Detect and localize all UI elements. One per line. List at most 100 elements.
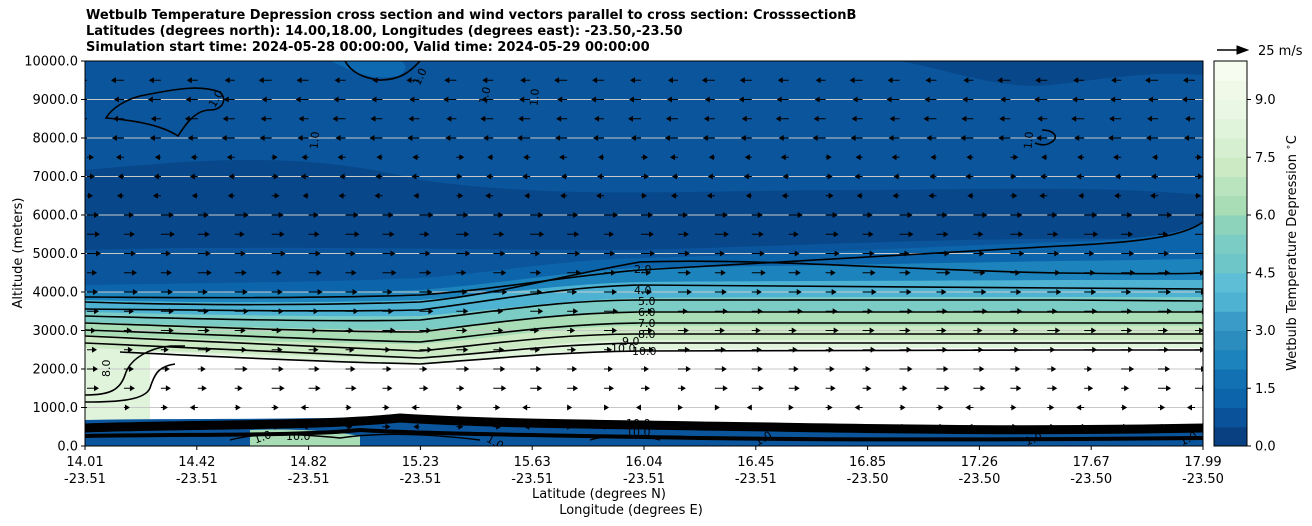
wind-vector-head (924, 96, 930, 103)
wind-vector-head (854, 173, 860, 180)
wind-vector-head (905, 269, 911, 276)
wind-vector-head (235, 404, 241, 411)
wind-vector-head (612, 327, 618, 334)
wind-vector-head (150, 115, 156, 122)
wind-vector-head (347, 423, 353, 430)
wind-vector-head (1163, 327, 1169, 334)
contour-5 (85, 299, 1203, 322)
wind-vector-head (1130, 269, 1136, 276)
wind-vector-head (462, 289, 468, 295)
wind-vector-head (387, 289, 393, 295)
wind-vector-head (929, 173, 935, 180)
wind-vector-head (258, 77, 264, 84)
wind-vector-head (1126, 289, 1132, 295)
wind-vector-head (677, 404, 683, 411)
wind-vector-head (164, 366, 170, 372)
wind-vector-head (671, 173, 677, 180)
colorbar-segment (1214, 407, 1247, 428)
wind-vector-head (593, 135, 599, 141)
wind-vector-head (780, 154, 786, 161)
wind-vector-head (900, 404, 906, 411)
wind-vector-head (756, 289, 762, 295)
wind-vector-head (203, 308, 209, 315)
wind-vector-head (422, 366, 428, 372)
wind-vector-head (814, 96, 820, 103)
wind-vector-head (942, 346, 948, 353)
wind-vector-head (1052, 212, 1058, 218)
surface-contours (85, 413, 1203, 442)
wind-vector-head (242, 289, 248, 295)
x-tick-label-lat: 15.63 (514, 455, 551, 470)
x-tick-label-lon: -23.51 (288, 472, 330, 487)
colorbar-segment (1214, 118, 1247, 139)
wind-vector-head (369, 135, 375, 141)
wind-vector-head (629, 96, 634, 103)
wind-vector-head (280, 250, 286, 257)
wind-vector-head (1152, 154, 1158, 161)
wind-vector-head (778, 135, 784, 141)
wind-vector-head (963, 77, 969, 84)
wind-vector-head (649, 346, 654, 353)
wind-vector-head (1019, 250, 1025, 257)
contour-label: 4.0 (634, 284, 652, 297)
wind-vector-head (708, 154, 714, 161)
wind-vector-head (124, 404, 130, 411)
wind-vector-head (296, 77, 302, 84)
colorbar-segment (1214, 61, 1247, 81)
wind-vector-head (744, 154, 750, 161)
contour-label: 1.0 (527, 88, 541, 107)
wind-vector-head (1165, 366, 1171, 372)
wind-vector-head (186, 77, 192, 84)
wind-vector-head (960, 135, 966, 141)
chart-title-line-3: Simulation start time: 2024-05-28 00:00:… (86, 40, 650, 55)
wind-vector-head (997, 77, 1003, 84)
wind-vector-head (1129, 366, 1135, 372)
colorbar-segment (1214, 99, 1247, 120)
wind-vector-head (869, 327, 875, 334)
contour-10 (119, 349, 1203, 365)
colorbar-segment (1214, 80, 1247, 100)
wind-vector-head (1035, 77, 1041, 84)
wind-vector-head (643, 154, 648, 161)
wind-vector-head (300, 173, 306, 180)
wind-vector-head (241, 346, 247, 353)
contour-label: 6.0 (638, 306, 656, 319)
wind-vector-head (1163, 231, 1169, 238)
wind-vector-head (332, 115, 338, 122)
wind-vector-head (465, 250, 471, 257)
wind-vector-head (645, 385, 650, 392)
wind-vector-head (90, 173, 95, 180)
wind-vector-head (604, 423, 610, 430)
wind-vector-head (333, 96, 339, 103)
wind-vector-head (829, 366, 835, 372)
wind-vector-head (1088, 385, 1094, 392)
x-axis-label-lon: Longitude (degrees E) (559, 503, 703, 518)
wind-vector-head (573, 308, 579, 315)
wind-vector-head (149, 135, 155, 141)
wind-vector-head (386, 366, 392, 372)
wind-vector-head (871, 289, 877, 295)
wind-vector-head (1056, 289, 1062, 295)
wind-vector-head (407, 135, 413, 141)
wind-vector-head (204, 231, 210, 238)
wind-vector-head (93, 366, 98, 372)
wind-vector-head (348, 327, 354, 334)
plot-area: 1.0 1.0 1.0 1.0 1.0 1.0 2.0 4.0 5.0 6.0 … (75, 61, 1203, 446)
wind-vector-head (1041, 154, 1047, 161)
wind-legend-label: 25 m/s (1258, 44, 1303, 59)
wind-vector-head (571, 346, 577, 353)
wind-vector-head (316, 269, 322, 276)
wind-vector-head (906, 289, 912, 295)
wind-vector-head (867, 308, 873, 315)
wind-vector-head (462, 327, 468, 334)
wind-vector-head (75, 116, 80, 122)
wind-vector-head (791, 327, 797, 334)
wind-vector-head (388, 308, 394, 315)
wind-vector-head (501, 385, 507, 392)
wind-vector-head (464, 366, 470, 372)
wind-vector-head (1185, 115, 1190, 122)
wind-vector-head (185, 96, 191, 103)
wind-vector-head (756, 346, 762, 353)
y-tick-label: 6000.0 (33, 209, 79, 224)
wind-vector-head (865, 366, 871, 372)
